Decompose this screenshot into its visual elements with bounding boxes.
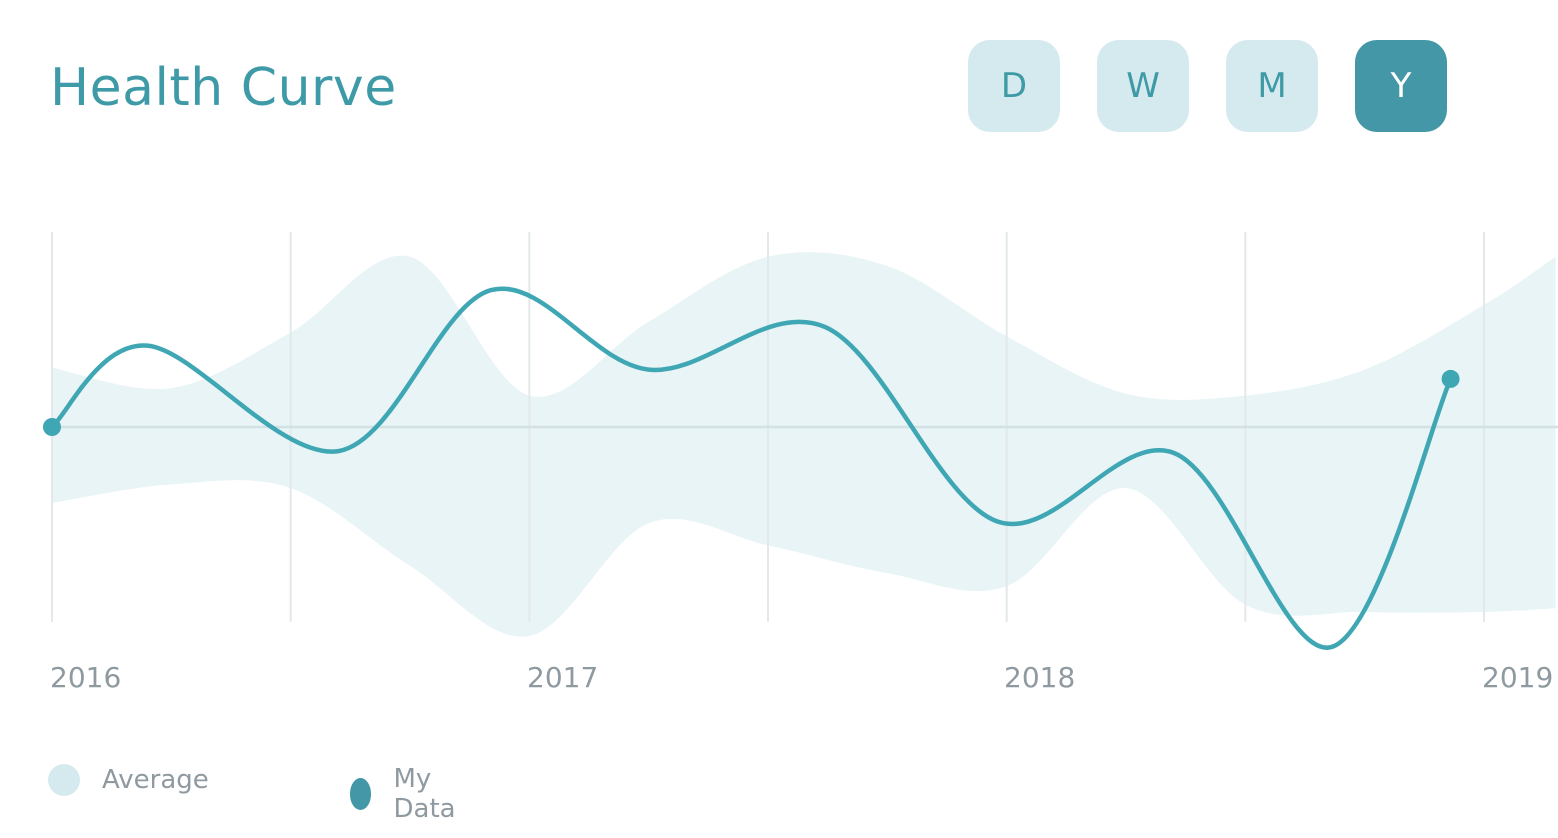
x-tick-label-2019: 2019 [1482,661,1554,694]
my-data-end-point [1441,369,1460,388]
x-tick-label-2018: 2018 [1004,661,1076,694]
legend-label-average: Average [102,765,209,795]
legend-item-average[interactable]: Average [48,764,209,796]
legend-swatch-average [48,764,80,796]
my-data-start-point [43,418,61,436]
average-band [52,252,1556,637]
legend-item-mydata[interactable]: My Data [350,764,466,824]
range-button-day[interactable]: D [968,40,1060,132]
x-tick-label-2016: 2016 [50,661,122,694]
page-title: Health Curve [50,58,397,118]
x-tick-label-2017: 2017 [527,661,599,694]
legend-label-mydata: My Data [393,764,456,824]
legend-swatch-mydata [350,778,372,810]
range-button-month[interactable]: M [1226,40,1318,132]
range-button-week[interactable]: W [1097,40,1189,132]
my-data-line [49,286,1453,650]
range-button-year[interactable]: Y [1355,40,1447,132]
